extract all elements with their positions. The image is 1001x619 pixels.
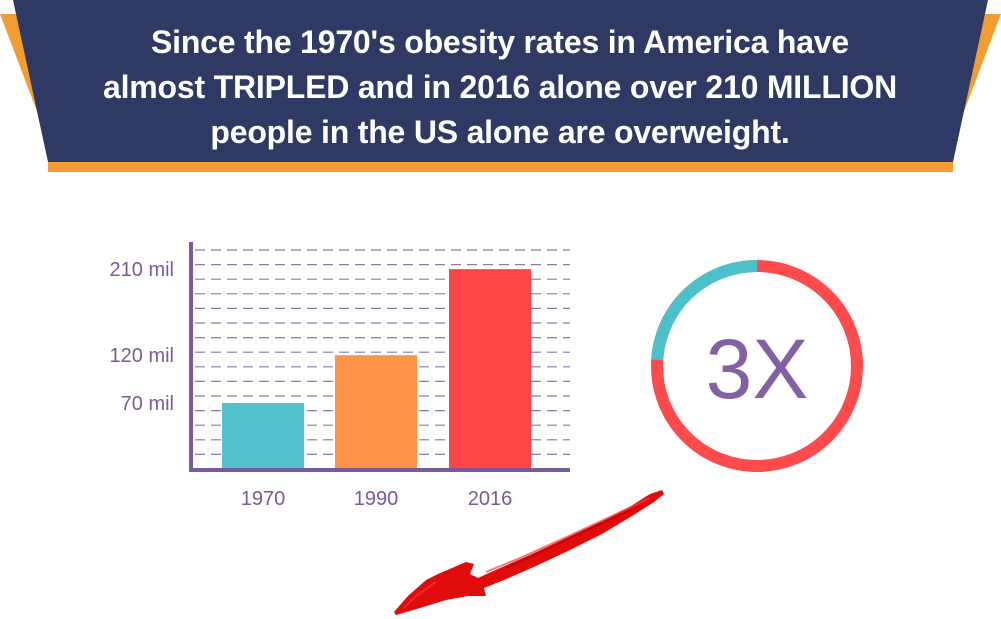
bar-2016 (449, 269, 531, 470)
y-tick-label: 70 mil (121, 393, 174, 415)
y-tick-label: 210 mil (110, 259, 174, 281)
banner-main (13, 0, 988, 162)
headline-line-2: almost TRIPLED and in 2016 alone over 21… (103, 69, 897, 105)
headline-text: Since the 1970's obesity rates in Americ… (60, 20, 940, 155)
chart-axes (189, 242, 570, 472)
y-tick-labels: 70 mil 120 mil 210 mil (110, 259, 174, 415)
x-tick-labels: 1970 1990 2016 (241, 488, 513, 510)
ring-highlight-arc (651, 260, 864, 472)
x-tick-label: 1970 (241, 488, 286, 510)
headline-line-3: people in the US alone are overweight. (210, 114, 790, 150)
bar-1990 (335, 355, 417, 470)
multiplier-label: 3X (706, 322, 809, 416)
x-tick-label: 2016 (468, 488, 513, 510)
headline-banner (0, 0, 1001, 172)
x-tick-label: 1990 (354, 488, 399, 510)
down-left-arrow-icon (394, 490, 664, 615)
banner-ribbon-bottom (48, 160, 953, 172)
y-tick-label: 120 mil (110, 345, 174, 367)
headline-line-1: Since the 1970's obesity rates in Americ… (150, 24, 850, 60)
multiplier-ring: 3X (651, 260, 864, 472)
bar-1970 (222, 403, 304, 470)
chart-bars (222, 269, 531, 470)
